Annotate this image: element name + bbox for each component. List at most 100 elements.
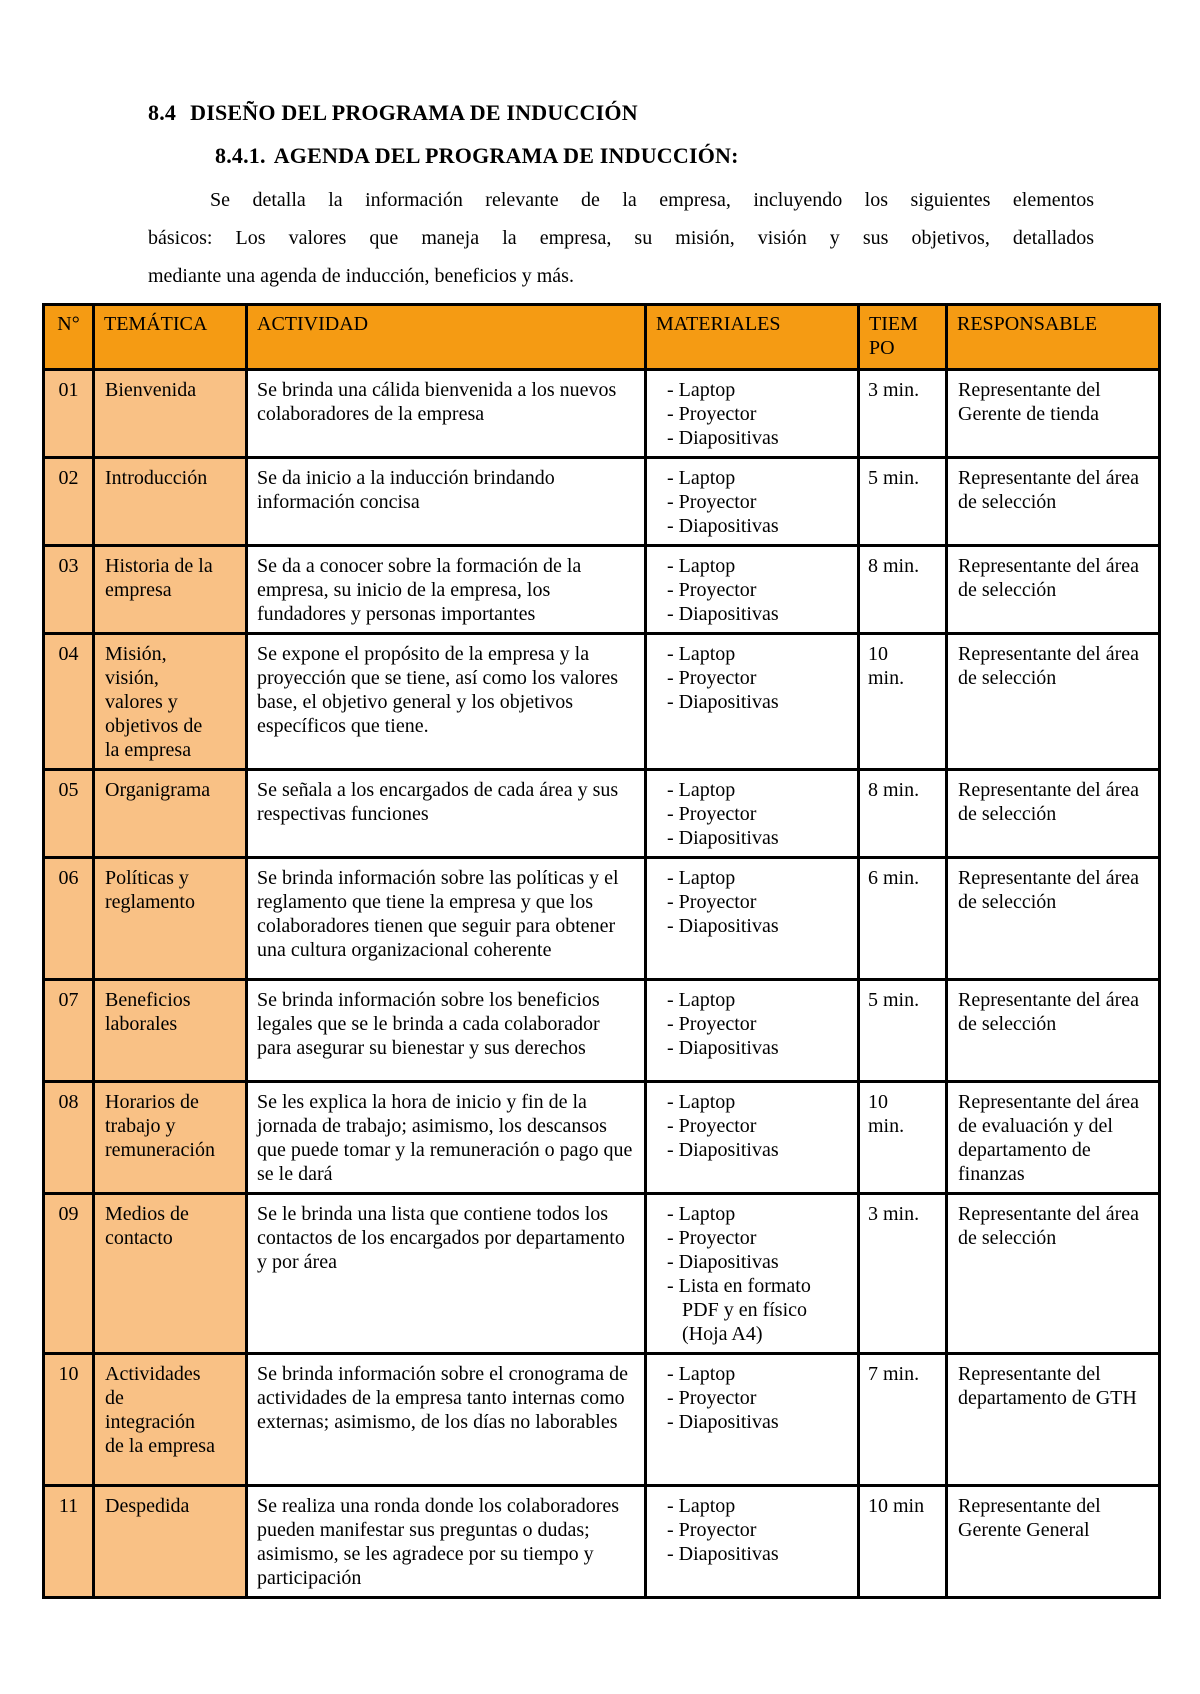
material-item: - Laptop	[667, 555, 736, 577]
cell-tematica: Actividades de integración de la empresa	[92, 1352, 248, 1487]
cell-tiempo: 8 min.	[857, 768, 948, 859]
section-heading: 8.4 DISEÑO DEL PROGRAMA DE INDUCCIÓN	[148, 100, 1200, 126]
col-header-tiempo: TIEM PO	[857, 303, 948, 371]
cell-actividad: Se le brinda una lista que contiene todo…	[245, 1192, 647, 1355]
table-row: 02 Introducción Se da inicio a la inducc…	[42, 456, 1161, 547]
table-row: 07 Beneficios laborales Se brinda inform…	[42, 978, 1161, 1083]
cell-materiales: - Laptop - Proyector - Diapositivas	[644, 978, 860, 1083]
cell-tiempo: 6 min.	[857, 856, 948, 981]
cell-tiempo: 5 min.	[857, 978, 948, 1083]
cell-num: 04	[42, 632, 95, 771]
cell-materiales: - Laptop - Proyector - Diapositivas	[644, 1484, 860, 1599]
cell-num: 11	[42, 1484, 95, 1599]
cell-tematica: Horarios de trabajo y remuneración	[92, 1080, 248, 1195]
material-item: - Laptop	[667, 779, 736, 801]
material-item: - Diapositivas	[667, 515, 779, 537]
material-item: - Laptop	[667, 467, 736, 489]
cell-responsable: Representante del área de selección	[945, 456, 1161, 547]
cell-tematica: Misión, visión, valores y objetivos de l…	[92, 632, 248, 771]
cell-num: 01	[42, 368, 95, 459]
cell-num: 08	[42, 1080, 95, 1195]
table-row: 03 Historia de la empresa Se da a conoce…	[42, 544, 1161, 635]
col-header-tematica: TEMÁTICA	[92, 303, 248, 371]
material-item: - Diapositivas	[667, 603, 779, 625]
col-header-num: N°	[42, 303, 95, 371]
cell-materiales: - Laptop - Proyector - Diapositivas	[644, 1352, 860, 1487]
material-item: - Proyector	[667, 579, 757, 601]
cell-actividad: Se expone el propósito de la empresa y l…	[245, 632, 647, 771]
cell-tematica: Medios de contacto	[92, 1192, 248, 1355]
col-header-responsable: RESPONSABLE	[945, 303, 1161, 371]
cell-actividad: Se brinda información sobre los benefici…	[245, 978, 647, 1083]
cell-actividad: Se realiza una ronda donde los colaborad…	[245, 1484, 647, 1599]
cell-tematica: Beneficios laborales	[92, 978, 248, 1083]
cell-num: 06	[42, 856, 95, 981]
subsection-heading: 8.4.1. AGENDA DEL PROGRAMA DE INDUCCIÓN:	[215, 143, 1200, 169]
cell-responsable: Representante del departamento de GTH	[945, 1352, 1161, 1487]
material-item: - Diapositivas	[667, 1037, 779, 1059]
cell-materiales: - Laptop - Proyector - Diapositivas	[644, 632, 860, 771]
cell-actividad: Se da inicio a la inducción brindando in…	[245, 456, 647, 547]
material-item: - Proyector	[667, 667, 757, 689]
col-header-actividad: ACTIVIDAD	[245, 303, 647, 371]
table-row: 09 Medios de contacto Se le brinda una l…	[42, 1192, 1161, 1355]
cell-tematica: Despedida	[92, 1484, 248, 1599]
material-item: - Laptop	[667, 1495, 736, 1517]
cell-materiales: - Laptop - Proyector - Diapositivas	[644, 1080, 860, 1195]
cell-tiempo: 10 min.	[857, 632, 948, 771]
cell-responsable: Representante del área de selección	[945, 978, 1161, 1083]
material-item: - Diapositivas	[667, 1411, 779, 1433]
material-item: - Diapositivas	[667, 1543, 779, 1565]
cell-tiempo: 8 min.	[857, 544, 948, 635]
material-item: - Diapositivas	[667, 427, 779, 449]
cell-num: 10	[42, 1352, 95, 1487]
table-row: 08 Horarios de trabajo y remuneración Se…	[42, 1080, 1161, 1195]
subsection-number: 8.4.1.	[215, 143, 266, 168]
material-item: - Diapositivas	[667, 691, 779, 713]
material-item: - Proyector	[667, 1387, 757, 1409]
cell-actividad: Se les explica la hora de inicio y fin d…	[245, 1080, 647, 1195]
cell-num: 09	[42, 1192, 95, 1355]
induction-agenda-table: N° TEMÁTICA ACTIVIDAD MATERIALES TIEM PO…	[42, 303, 1161, 1599]
cell-num: 07	[42, 978, 95, 1083]
cell-actividad: Se brinda una cálida bienvenida a los nu…	[245, 368, 647, 459]
cell-tematica: Políticas y reglamento	[92, 856, 248, 981]
cell-actividad: Se brinda información sobre las política…	[245, 856, 647, 981]
intro-paragraph: Se detalla la información relevante de l…	[148, 181, 1094, 295]
material-item: - Proyector	[667, 491, 757, 513]
table-row: 11 Despedida Se realiza una ronda donde …	[42, 1484, 1161, 1599]
material-item: - Diapositivas	[667, 1251, 779, 1273]
col-header-materiales: MATERIALES	[644, 303, 860, 371]
table-row: 04 Misión, visión, valores y objetivos d…	[42, 632, 1161, 771]
cell-tematica: Introducción	[92, 456, 248, 547]
cell-tematica: Bienvenida	[92, 368, 248, 459]
cell-num: 02	[42, 456, 95, 547]
cell-responsable: Representante del área de selección	[945, 856, 1161, 981]
cell-tiempo: 3 min.	[857, 368, 948, 459]
cell-materiales: - Laptop - Proyector - Diapositivas	[644, 768, 860, 859]
material-item: - Proyector	[667, 803, 757, 825]
material-item: - Proyector	[667, 403, 757, 425]
material-item: - Laptop	[667, 643, 736, 665]
material-item: - Proyector	[667, 1115, 757, 1137]
table-row: 10 Actividades de integración de la empr…	[42, 1352, 1161, 1487]
material-item: - Laptop	[667, 379, 736, 401]
material-item: - Diapositivas	[667, 915, 779, 937]
cell-num: 05	[42, 768, 95, 859]
subsection-title: AGENDA DEL PROGRAMA DE INDUCCIÓN:	[273, 143, 739, 168]
cell-tiempo: 3 min.	[857, 1192, 948, 1355]
table-header-row: N° TEMÁTICA ACTIVIDAD MATERIALES TIEM PO…	[42, 303, 1161, 371]
table-row: 05 Organigrama Se señala a los encargado…	[42, 768, 1161, 859]
cell-actividad: Se señala a los encargados de cada área …	[245, 768, 647, 859]
cell-tiempo: 7 min.	[857, 1352, 948, 1487]
cell-responsable: Representante del área de selección	[945, 768, 1161, 859]
material-item: - Proyector	[667, 891, 757, 913]
cell-actividad: Se brinda información sobre el cronogram…	[245, 1352, 647, 1487]
cell-materiales: - Laptop - Proyector - Diapositivas - Lista…	[644, 1192, 860, 1355]
cell-tematica: Historia de la empresa	[92, 544, 248, 635]
table-row: 01 Bienvenida Se brinda una cálida bienv…	[42, 368, 1161, 459]
cell-responsable: Representante del área de selección	[945, 1192, 1161, 1355]
section-number: 8.4	[148, 100, 177, 125]
cell-responsable: Representante del área de selección	[945, 632, 1161, 771]
